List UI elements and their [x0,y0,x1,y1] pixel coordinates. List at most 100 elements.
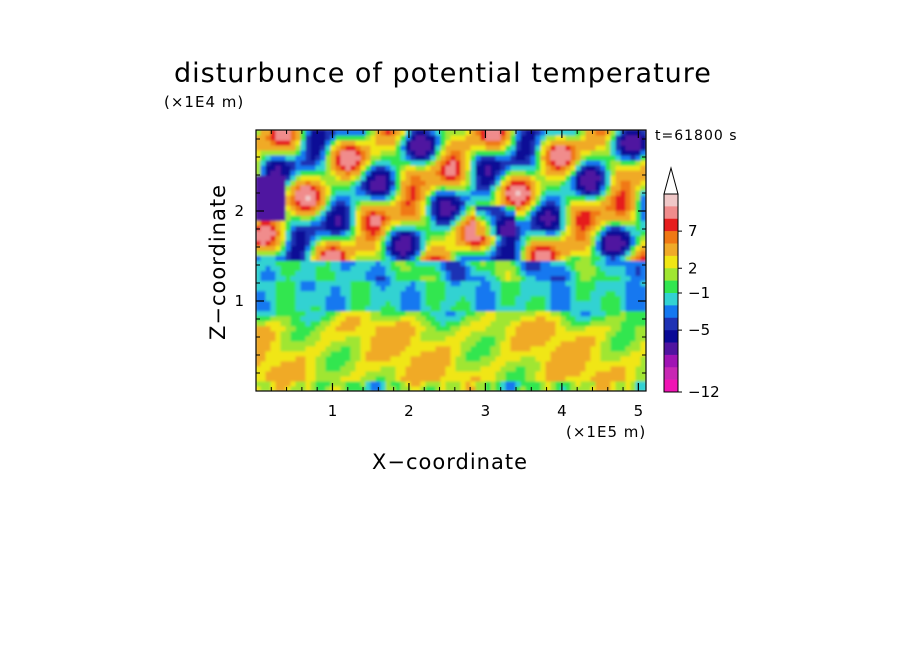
field-cell [590,174,597,181]
field-cell [305,300,312,307]
field-cell [365,330,372,337]
field-cell [400,275,407,282]
field-cell [305,340,312,347]
field-cell [300,239,307,246]
field-cell [385,159,392,166]
field-cell [550,209,557,216]
field-cell [315,154,322,161]
field-cell [295,320,302,327]
field-cell [345,209,352,216]
field-cell [455,139,462,146]
field-cell [305,380,312,387]
field-cell [380,305,387,312]
field-cell [390,179,397,186]
field-cell [310,350,317,357]
field-cell [580,130,587,136]
field-cell [630,280,637,287]
field-cell [330,244,337,251]
field-cell [440,300,447,307]
field-cell [290,340,297,347]
field-cell [575,310,582,317]
field-cell [445,335,452,342]
colorbar-label: 7 [688,222,698,240]
field-cell [290,194,297,201]
field-cell [600,335,607,342]
field-cell [440,199,447,206]
field-cell [575,280,582,287]
field-cell [470,139,477,146]
field-cell [360,149,367,156]
field-cell [550,164,557,171]
field-cell [340,204,347,211]
field-cell [300,290,307,297]
field-cell [345,270,352,277]
field-cell [270,305,277,312]
field-cell [620,164,627,171]
field-cell [480,254,487,261]
field-cell [560,385,567,391]
field-cell [445,310,452,317]
field-cell [350,139,357,146]
field-cell [520,249,527,256]
field-cell [515,320,522,327]
field-cell [570,179,577,186]
field-cell [360,234,367,241]
field-cell [260,305,267,312]
field-cell [410,199,417,206]
field-cell [256,275,262,282]
field-cell [585,159,592,166]
field-cell [345,219,352,226]
field-cell [395,295,402,302]
field-cell [550,290,557,297]
field-cell [270,325,277,332]
field-cell [390,234,397,241]
field-cell [485,229,492,236]
field-cell [400,164,407,171]
field-cell [610,184,617,191]
field-cell [560,330,567,337]
field-cell [270,345,277,352]
field-cell [505,335,512,342]
field-cell [580,355,587,362]
field-cell [370,320,377,327]
field-cell [475,174,482,181]
field-cell [570,164,577,171]
field-cell [485,345,492,352]
field-cell [270,360,277,367]
field-cell [465,209,472,216]
field-cell [520,325,527,332]
field-cell [480,340,487,347]
field-cell [615,174,622,181]
field-cell [345,355,352,362]
field-cell [355,204,362,211]
field-cell [285,174,292,181]
field-cell [375,320,382,327]
field-cell [355,154,362,161]
field-cell [290,130,297,136]
field-cell [305,249,312,256]
field-cell [425,385,432,391]
field-cell [300,189,307,196]
field-cell [610,224,617,231]
field-cell [535,189,542,196]
field-cell [615,179,622,186]
field-cell [290,380,297,387]
field-cell [565,169,572,176]
field-cell [405,224,412,231]
field-cell [420,295,427,302]
field-cell [335,229,342,236]
field-cell [495,219,502,226]
field-cell [565,360,572,367]
field-cell [375,144,382,151]
field-cell [540,149,547,156]
field-cell [360,360,367,367]
field-cell [495,340,502,347]
field-cell [630,219,637,226]
field-cell [465,134,472,141]
field-cell [345,244,352,251]
field-cell [500,194,507,201]
field-cell [455,179,462,186]
field-cell [640,179,646,186]
field-cell [530,320,537,327]
field-cell [550,265,557,272]
